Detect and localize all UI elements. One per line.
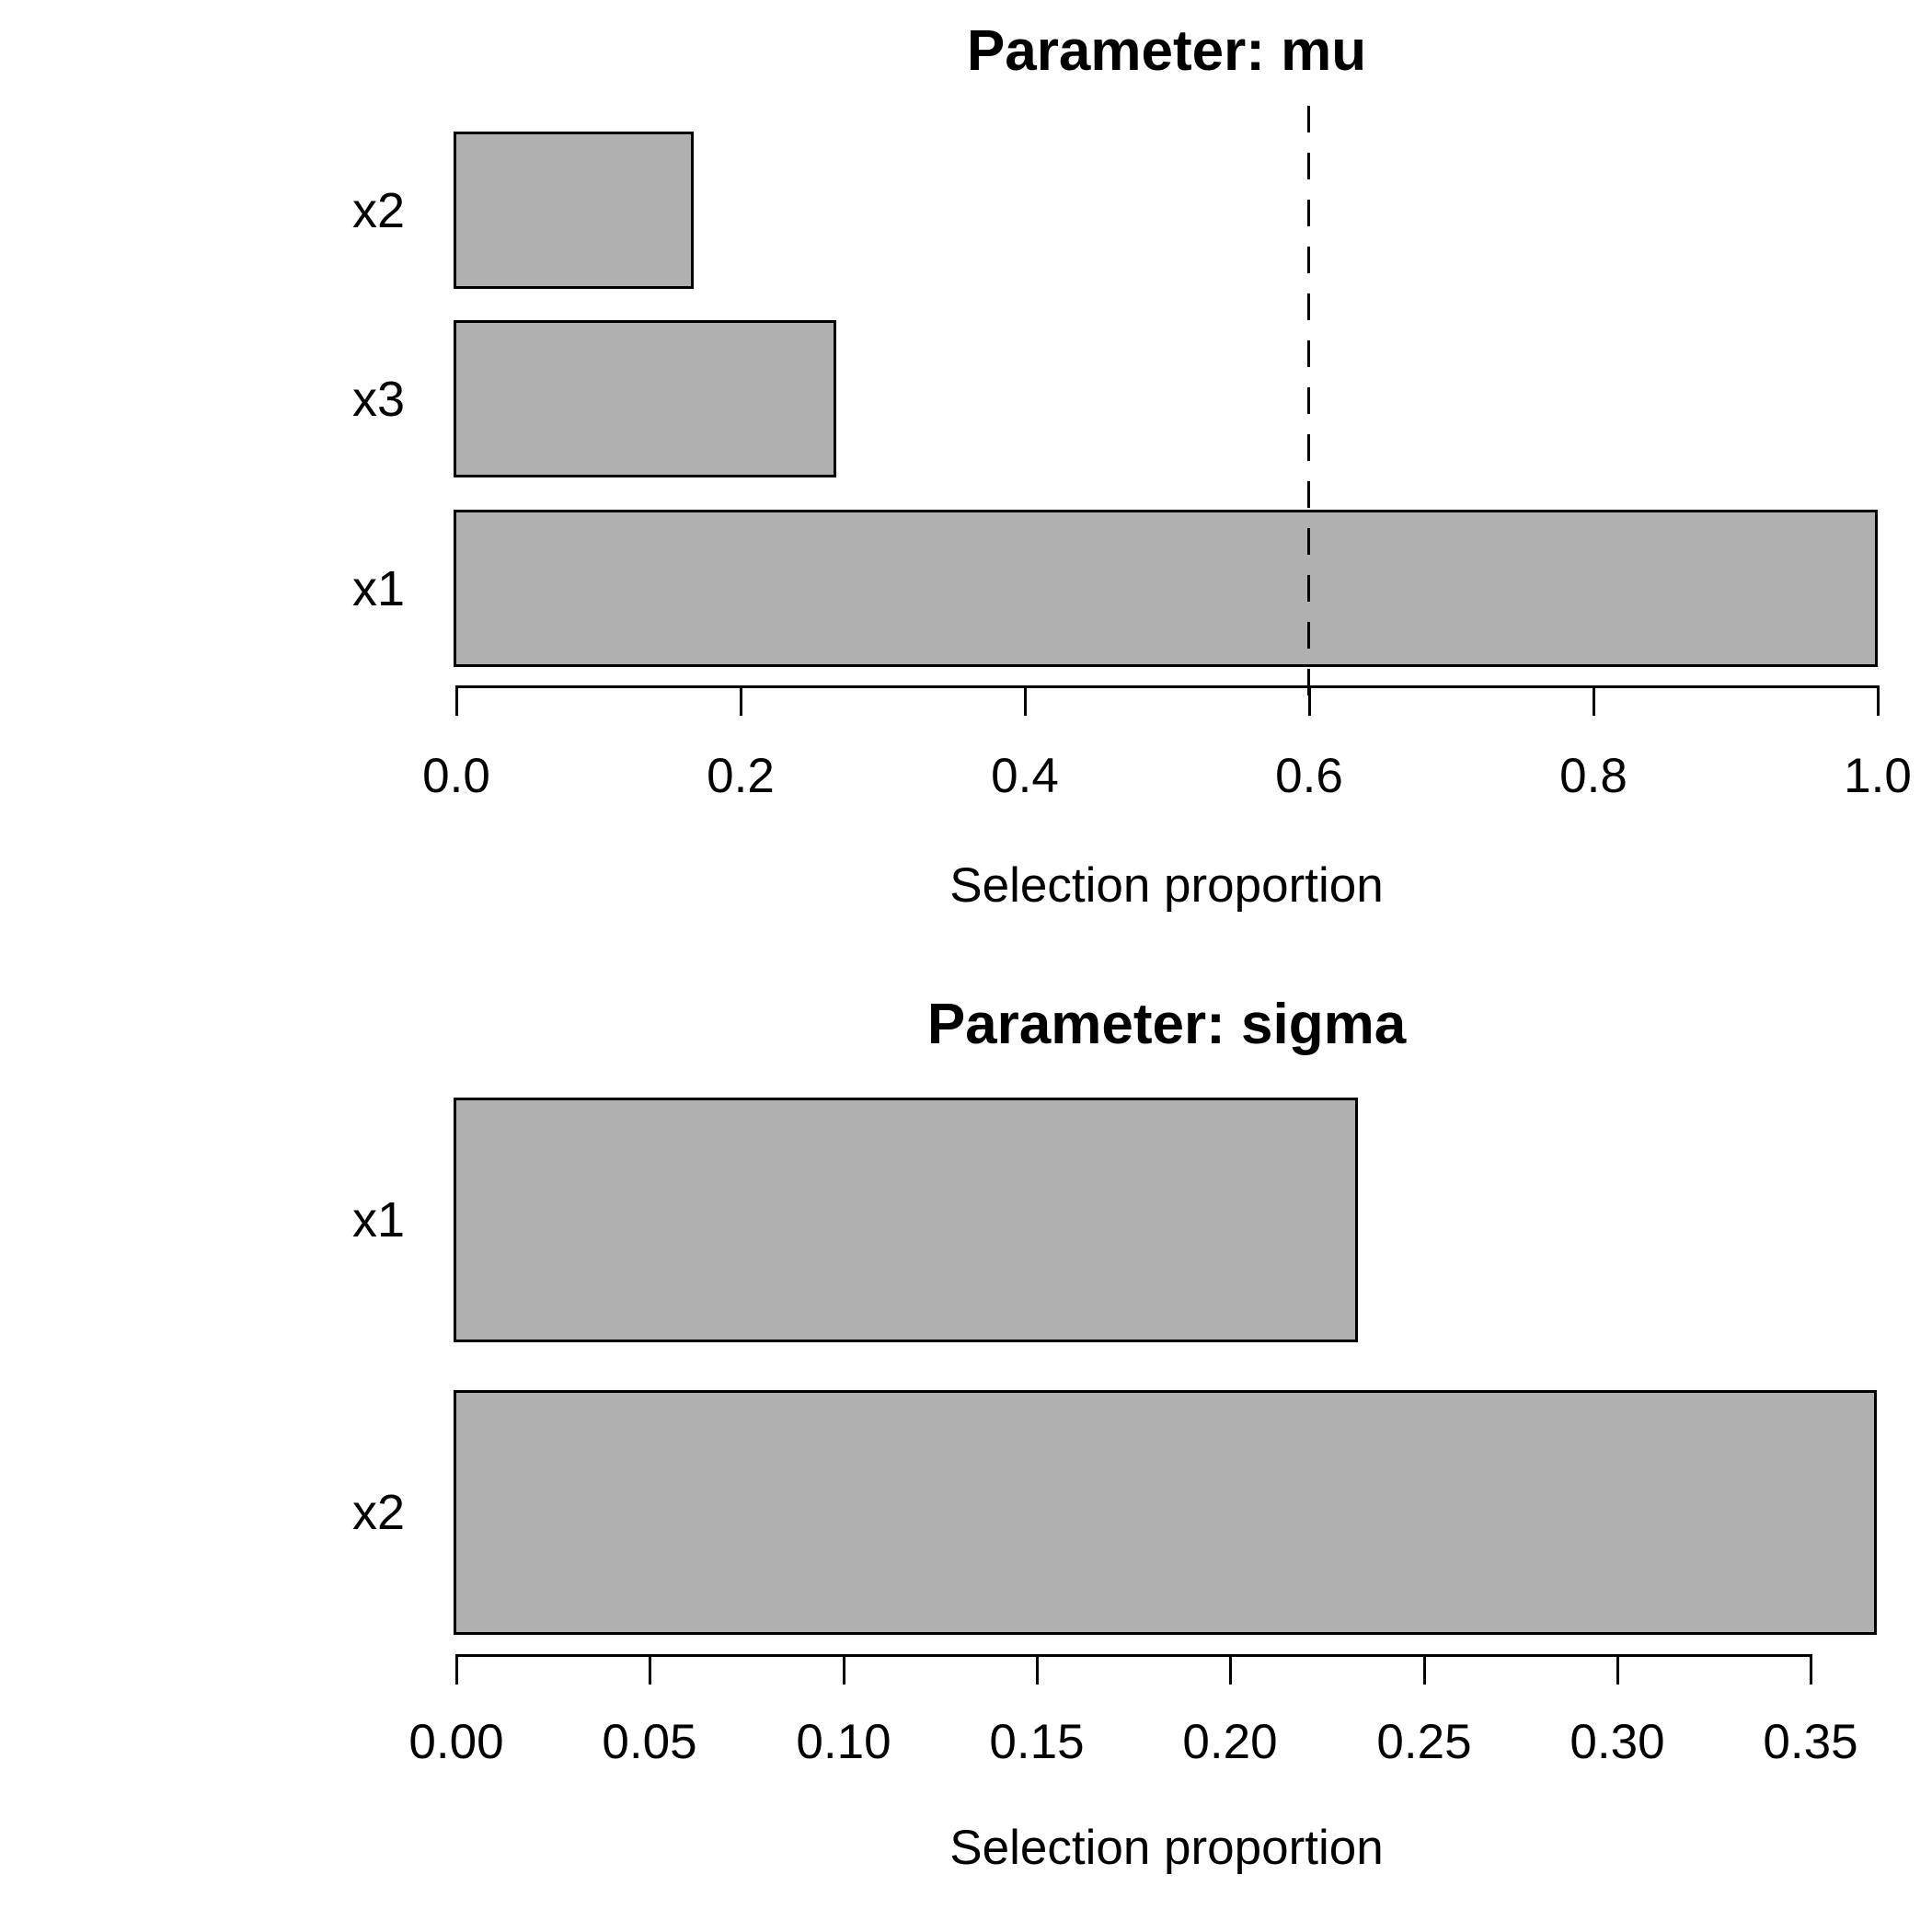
mu-x-axis-tick-label-0.0: 0.0 [422,749,490,803]
sigma-x-axis-tick-label-0.10: 0.10 [796,1715,891,1769]
mu-x-axis-label: Selection proportion [949,858,1384,913]
mu-bar-x3 [454,320,836,477]
mu-x-axis-line [455,685,1880,688]
sigma-x-axis-label: Selection proportion [949,1821,1384,1875]
sigma-x-axis-tick-0.10 [843,1654,845,1685]
mu-x-axis-tick-0.8 [1593,685,1595,716]
mu-bar-x1 [454,510,1878,667]
sigma-category-label-x2: x2 [351,1485,405,1540]
sigma-x-axis-tick-0.15 [1036,1654,1039,1685]
sigma-x-axis-tick-0.05 [649,1654,651,1685]
sigma-x-axis-tick-0.00 [455,1654,458,1685]
mu-x-axis-tick-label-0.6: 0.6 [1275,749,1343,803]
mu-x-axis-tick-0.4 [1024,685,1027,716]
sigma-category-label-x1: x1 [351,1192,405,1248]
mu-x-axis-tick-label-0.8: 0.8 [1559,749,1627,803]
sigma-x-axis-tick-label-0.25: 0.25 [1376,1715,1472,1769]
mu-x-axis-tick-0.0 [455,685,458,716]
mu-category-label-x3: x3 [351,372,405,427]
mu-threshold-dashed-line [1307,106,1310,713]
sigma-x-axis-tick-0.35 [1810,1654,1812,1685]
sigma-bar-x2 [454,1390,1877,1635]
sigma-x-axis-line [455,1654,1812,1657]
sigma-x-axis-tick-0.20 [1229,1654,1232,1685]
sigma-x-axis-tick-0.30 [1616,1654,1619,1685]
sigma-x-axis-tick-label-0.20: 0.20 [1182,1715,1278,1769]
mu-x-axis-tick-label-0.4: 0.4 [991,749,1059,803]
mu-x-axis-tick-1.0 [1877,685,1880,716]
sigma-bar-x1 [454,1098,1358,1342]
mu-x-axis-tick-0.2 [740,685,742,716]
sigma-x-axis-tick-label-0.30: 0.30 [1570,1715,1665,1769]
sigma-x-axis-tick-0.25 [1423,1654,1426,1685]
mu-chart-title: Parameter: mu [966,19,1367,83]
sigma-x-axis-tick-label-0.35: 0.35 [1763,1715,1858,1769]
mu-x-axis-tick-label-0.2: 0.2 [707,749,775,803]
sigma-x-axis-tick-label-0.15: 0.15 [989,1715,1085,1769]
sigma-chart-title: Parameter: sigma [926,993,1407,1056]
sigma-x-axis-tick-label-0.05: 0.05 [602,1715,697,1769]
mu-category-label-x2: x2 [351,183,405,238]
mu-bar-x2 [454,132,694,289]
mu-category-label-x1: x1 [351,561,405,616]
mu-x-axis-tick-label-1.0: 1.0 [1844,749,1912,803]
sigma-x-axis-tick-label-0.00: 0.00 [408,1715,504,1769]
